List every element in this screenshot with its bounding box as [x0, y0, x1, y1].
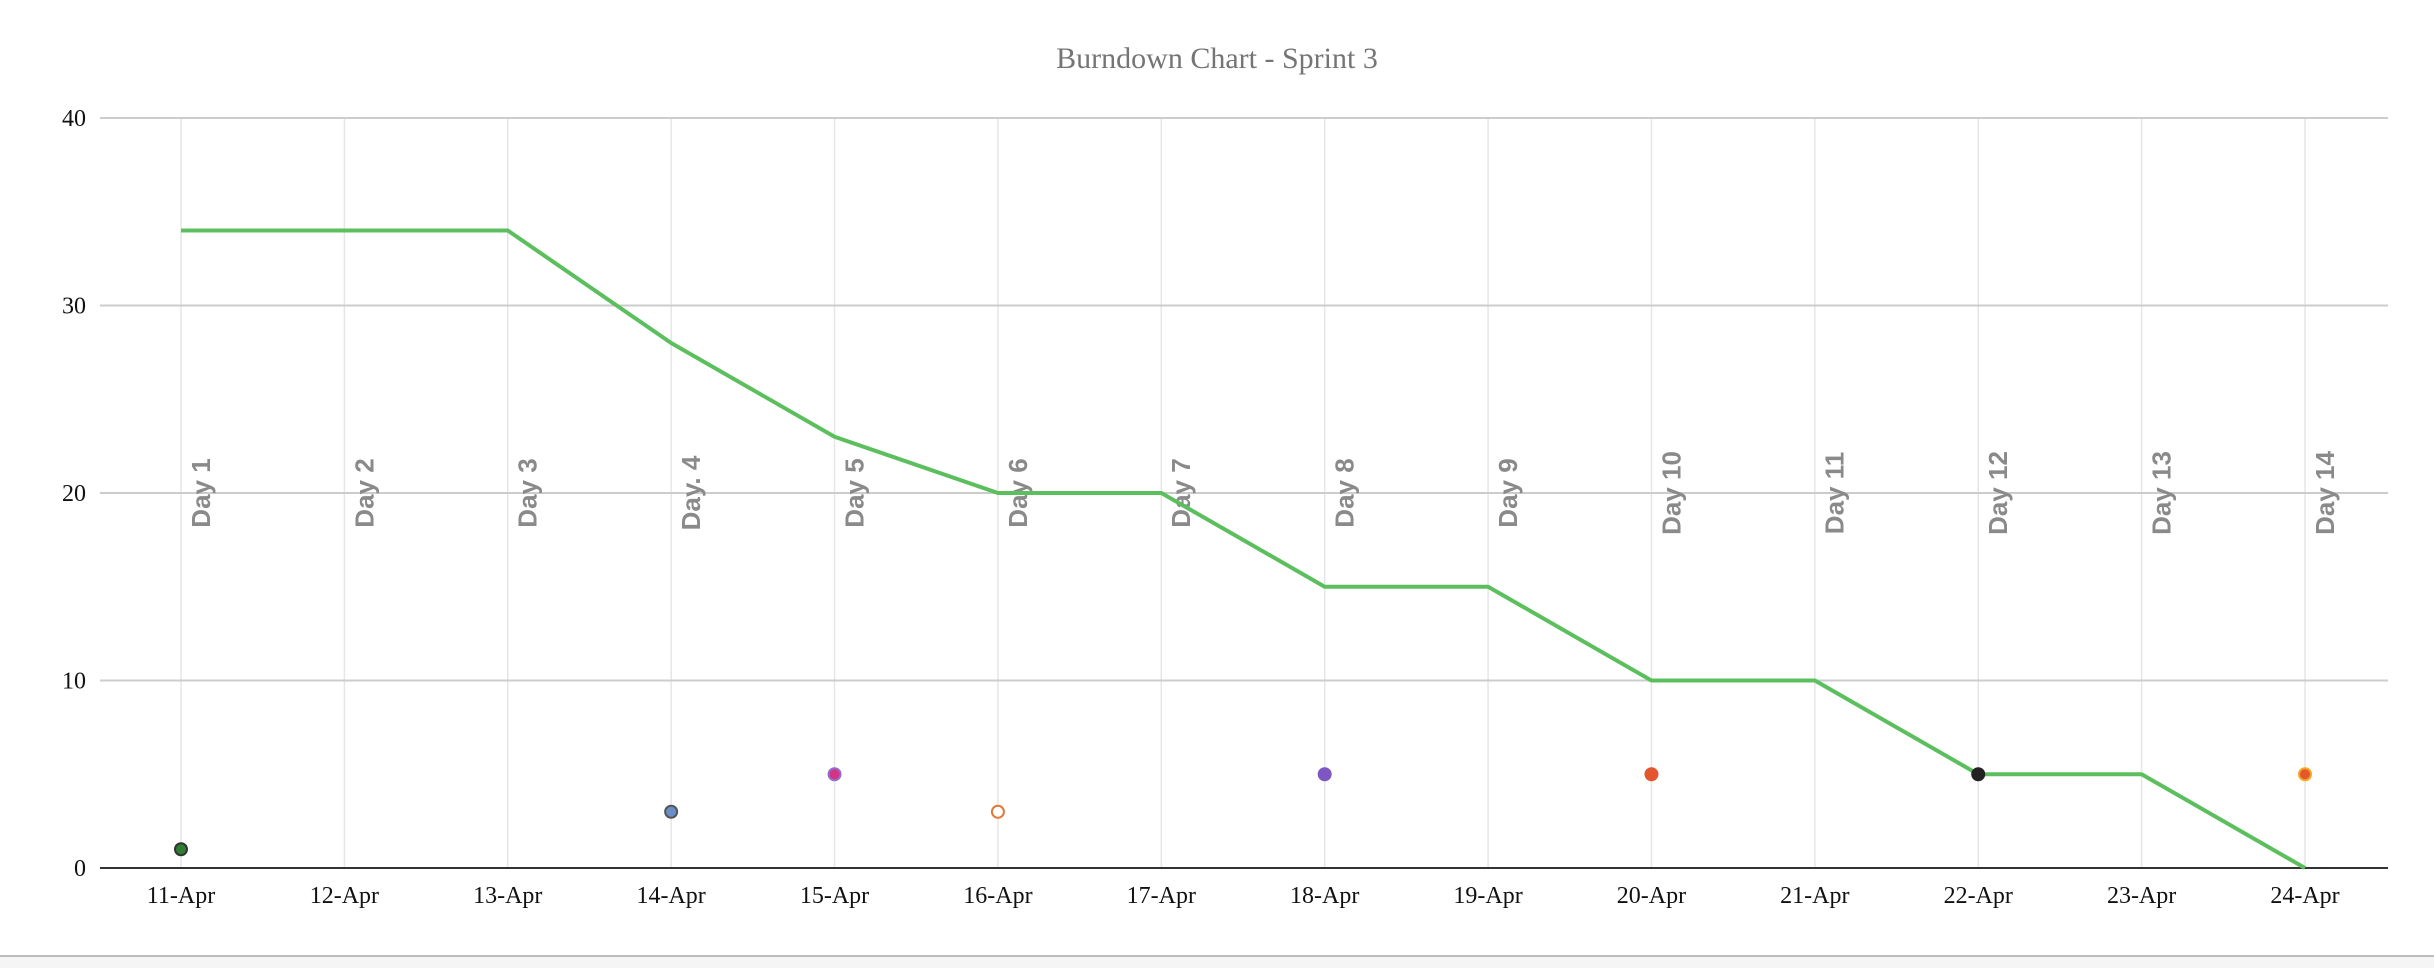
day-label: Day 5 [839, 458, 869, 527]
day-label: Day. 4 [676, 455, 706, 530]
series-points [174, 767, 2312, 857]
chart-title: Burndown Chart - Sprint 3 [1056, 42, 1378, 75]
x-tick-label: 21-Apr [1780, 883, 1849, 909]
x-tick-label: 13-Apr [473, 883, 542, 909]
y-tick-label: 40 [62, 106, 86, 132]
day-label: Day 7 [1166, 458, 1196, 527]
data-point [2298, 767, 2312, 782]
y-tick-label: 0 [74, 856, 86, 882]
series-lines [181, 228, 2306, 870]
data-point [990, 804, 1005, 819]
day-label: Day 1 [186, 458, 216, 527]
data-point [1971, 767, 1986, 782]
x-tick-label: 24-Apr [2270, 883, 2339, 909]
y-tick-label: 10 [62, 669, 86, 695]
data-point [174, 842, 188, 857]
x-tick-label: 17-Apr [1127, 883, 1196, 909]
x-tick-label: 23-Apr [2107, 883, 2176, 909]
y-tick-label: 30 [62, 294, 86, 320]
x-tick-label: 20-Apr [1617, 883, 1686, 909]
day-label: Day 9 [1493, 458, 1523, 527]
day-label: Day 8 [1330, 458, 1360, 527]
x-tick-label: 11-Apr [147, 883, 215, 909]
day-labels: Day 1 Day 2 Day 3 Day. 4 Day 5 Day 6 Day 7 Day … [186, 451, 2340, 535]
burndown-line [181, 228, 2306, 870]
x-tick-label: 16-Apr [963, 883, 1032, 909]
day-label: Day 12 [1983, 451, 2013, 535]
day-label: Day 11 [1820, 452, 1850, 534]
data-point [1317, 767, 1332, 782]
grid-lines [100, 117, 2388, 869]
y-axis-ticks: 0 10 20 30 40 [62, 106, 86, 882]
x-tick-label: 12-Apr [310, 883, 379, 909]
day-label: Day 13 [2146, 451, 2176, 535]
x-axis-ticks: 11-Apr 12-Apr 13-Apr 14-Apr 15-Apr 16-Apr 17-A… [147, 883, 2340, 909]
x-tick-label: 19-Apr [1453, 883, 1522, 909]
day-label: Day 14 [2310, 451, 2340, 535]
data-point [664, 804, 679, 819]
x-tick-label: 14-Apr [636, 883, 705, 909]
data-point [827, 767, 842, 782]
x-tick-label: 22-Apr [1944, 883, 2013, 909]
day-label: Day 3 [513, 458, 543, 527]
x-tick-label: 15-Apr [800, 883, 869, 909]
x-tick-label: 18-Apr [1290, 883, 1359, 909]
y-tick-label: 20 [62, 481, 86, 507]
day-label: Day 2 [349, 458, 379, 527]
data-point [1644, 767, 1659, 782]
day-label: Day 10 [1656, 451, 1686, 535]
bottom-scrollbar-strip [0, 955, 2434, 968]
